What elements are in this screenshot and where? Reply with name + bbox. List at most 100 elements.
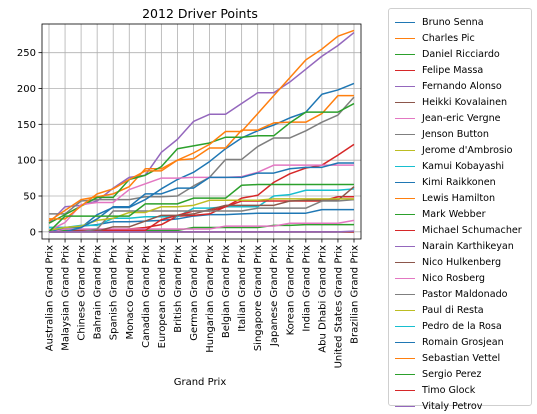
y-tick-label: 250: [17, 48, 36, 59]
legend-swatch: [395, 213, 415, 215]
legend-swatch: [395, 277, 415, 279]
x-tick-label: Chinese Grand Prix: [77, 245, 88, 341]
legend-swatch: [395, 309, 415, 311]
x-tick-label: Belgian Grand Prix: [221, 245, 232, 338]
legend-swatch: [395, 69, 415, 71]
legend-label: Mark Webber: [422, 208, 486, 220]
series-line-11: [48, 94, 354, 222]
series-line-18: [48, 198, 354, 232]
legend-swatch: [395, 389, 415, 391]
legend-label: Bruno Senna: [422, 16, 484, 28]
legend-label: Sebastian Vettel: [422, 352, 501, 364]
legend-entry: Paul di Resta: [395, 302, 531, 318]
legend-entry: Pastor Maldonado: [395, 286, 531, 302]
legend-label: Sergio Perez: [422, 368, 482, 380]
legend-entry: Mark Webber: [395, 206, 531, 222]
legend-entry: Bruno Senna: [395, 14, 531, 30]
legend-label: Pedro de la Rosa: [422, 320, 502, 332]
legend-label: Jerome d'Ambrosio: [422, 144, 513, 156]
legend-entry: Nico Rosberg: [395, 270, 531, 286]
legend-label: Daniel Ricciardo: [422, 48, 500, 60]
series-line-20: [49, 162, 354, 233]
plot-area-frame: [41, 23, 362, 240]
legend-entry: Felipe Massa: [395, 62, 531, 78]
legend-swatch: [395, 341, 415, 343]
legend-label: Narain Karthikeyan: [422, 240, 514, 252]
y-axis: 0 50 100 150 200 250: [17, 48, 42, 238]
legend-swatch: [395, 325, 415, 327]
x-tick-label: United States Grand Prix: [333, 245, 344, 368]
legend-entry: Jean-eric Vergne: [395, 110, 531, 126]
legend-entry: Fernando Alonso: [395, 78, 531, 94]
legend-label: Charles Pic: [422, 32, 475, 44]
legend-entry: Kamui Kobayashi: [395, 158, 531, 174]
x-tick-label: Italian Grand Prix: [237, 245, 248, 332]
legend-label: Kamui Kobayashi: [422, 160, 505, 172]
legend-label: Lewis Hamilton: [422, 192, 496, 204]
series-line-21: [49, 29, 355, 220]
legend-entry: Nico Hulkenberg: [395, 254, 531, 270]
grid-lines: [42, 24, 361, 239]
x-tick-label: European Grand Prix: [157, 245, 168, 348]
legend-swatch: [395, 165, 415, 167]
series-line-6: [48, 219, 355, 233]
legend-entry: Michael Schumacher: [395, 222, 531, 238]
x-tick-label: British Grand Prix: [173, 245, 184, 333]
x-tick-label: Singapore Grand Prix: [253, 245, 264, 351]
series-line-4: [48, 32, 355, 224]
y-tick-label: 200: [17, 84, 36, 95]
chart-title: 2012 Driver Points: [142, 6, 258, 21]
x-tick-label: Japanese Grand Prix: [269, 245, 280, 347]
series-line-24: [49, 230, 355, 233]
x-tick-label: German Grand Prix: [189, 245, 200, 341]
legend-label: Paul di Resta: [422, 304, 484, 316]
legend-entry: Timo Glock: [395, 382, 531, 398]
legend-swatch: [395, 53, 415, 55]
legend-swatch: [395, 261, 415, 263]
legend-label: Felipe Massa: [422, 64, 484, 76]
x-tick-label: Malaysian Grand Prix: [61, 245, 72, 351]
legend-entry: Narain Karthikeyan: [395, 238, 531, 254]
legend-entry: Sebastian Vettel: [395, 350, 531, 366]
legend-swatch: [395, 181, 415, 183]
legend: Bruno Senna Charles Pic Daniel Ricciardo Fe…: [388, 8, 532, 412]
legend-entry: Pedro de la Rosa: [395, 318, 531, 334]
legend-swatch: [395, 117, 415, 119]
x-tick-label: Indian Grand Prix: [301, 245, 312, 332]
y-tick-label: 50: [23, 192, 36, 203]
series-line-9: [49, 188, 355, 229]
y-tick-label: 150: [17, 120, 36, 131]
legend-swatch: [395, 149, 415, 151]
legend-label: Jenson Button: [422, 128, 489, 140]
legend-swatch: [395, 37, 415, 39]
x-tick-label: Abu Dhabi Grand Prix: [317, 245, 328, 353]
legend-entry: Heikki Kovalainen: [395, 94, 531, 110]
series-line-3: [49, 143, 355, 233]
series-line-16: [48, 164, 354, 232]
x-tick-label: Canadian Grand Prix: [141, 245, 152, 348]
x-tick-label: Australian Grand Prix: [45, 245, 56, 351]
y-tick-label: 0: [30, 227, 36, 238]
legend-label: Nico Hulkenberg: [422, 256, 502, 268]
legend-label: Kimi Raikkonen: [422, 176, 496, 188]
legend-swatch: [395, 85, 415, 87]
legend-entry: Charles Pic: [395, 30, 531, 46]
chart: 2012 Driver Points 0 50 100 150 200 250 Austr…: [17, 6, 362, 388]
legend-label: Vitaly Petrov: [422, 400, 483, 412]
legend-entry: Romain Grosjean: [395, 334, 531, 350]
legend-swatch: [395, 405, 415, 407]
legend-entry: Lewis Hamilton: [395, 190, 531, 206]
x-axis-label: Grand Prix: [174, 377, 227, 388]
legend-label: Timo Glock: [422, 384, 476, 396]
series-line-17: [49, 198, 355, 233]
legend-swatch: [395, 133, 415, 135]
series-line-7: [49, 96, 355, 215]
legend-entry: Daniel Ricciardo: [395, 46, 531, 62]
series-line-10: [48, 82, 355, 233]
x-tick-label: Monaco Grand Prix: [125, 245, 136, 340]
legend-swatch: [395, 293, 415, 295]
legend-swatch: [395, 197, 415, 199]
legend-entry: Vitaly Petrov: [395, 398, 531, 414]
legend-swatch: [395, 357, 415, 359]
legend-swatch: [395, 373, 415, 375]
